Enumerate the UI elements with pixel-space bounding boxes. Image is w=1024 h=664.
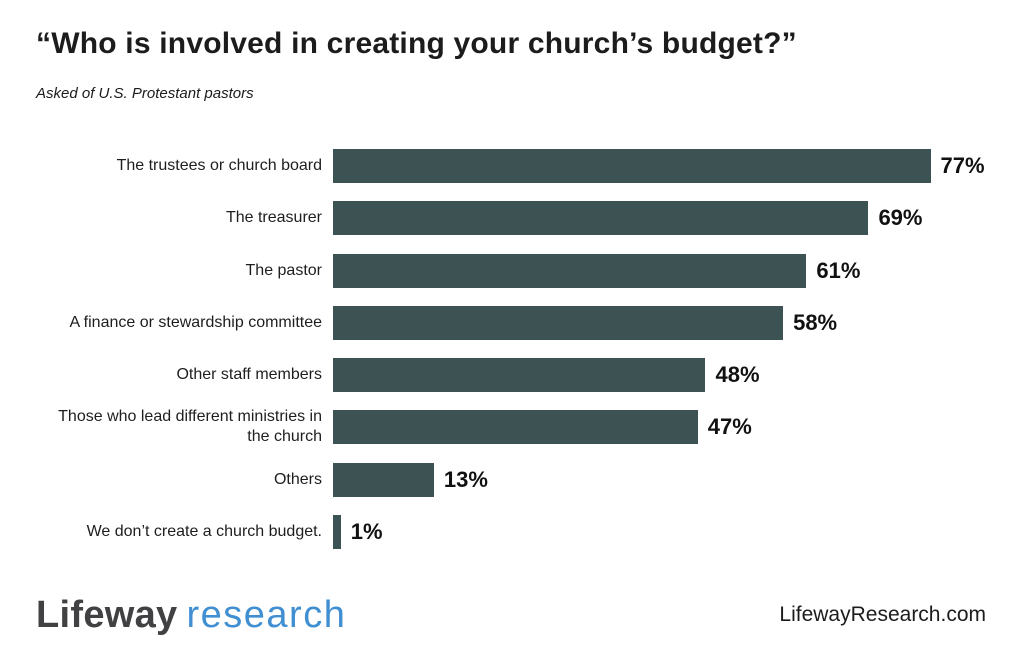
chart-header: “Who is involved in creating your church… — [0, 0, 1024, 102]
value-label: 13% — [443, 466, 488, 492]
value-label: 69% — [878, 205, 923, 231]
category-label: The treasurer — [225, 209, 322, 227]
bar-area: 48% — [333, 358, 1004, 393]
bar — [333, 410, 698, 445]
chart-row: The treasurer 69% — [36, 201, 1004, 236]
chart-title: “Who is involved in creating your church… — [36, 27, 797, 60]
bar — [333, 201, 869, 236]
chart-row: We don’t create a church budget. 1% — [36, 515, 1004, 550]
category-label: The pastor — [245, 261, 322, 279]
bar-area: 58% — [333, 305, 1004, 340]
chart-subtitle: Asked of U.S. Protestant pastors — [36, 85, 254, 102]
bar — [333, 358, 706, 393]
bar-area: 1% — [333, 515, 1004, 550]
website-url: LifewayResearch.com — [779, 603, 986, 626]
value-label: 61% — [816, 257, 861, 283]
value-label: 58% — [793, 309, 838, 335]
logo-research-text: research — [186, 594, 347, 636]
category-label: Others — [273, 470, 322, 488]
bar — [333, 253, 807, 288]
chart-row: The trustees or church board 77% — [36, 149, 1004, 183]
chart-row: A finance or stewardship committee 58% — [36, 305, 1004, 340]
footer: Lifeway research LifewayResearch.com — [36, 596, 986, 634]
bar-chart: The trustees or church board 77% The treas… — [36, 149, 1004, 550]
bar-area: 69% — [333, 201, 1004, 236]
bar — [333, 462, 434, 497]
category-label: The trustees or church board — [116, 157, 322, 174]
logo-lifeway-text: Lifeway — [36, 594, 178, 636]
bar — [333, 305, 784, 340]
category-label: A finance or stewardship committee — [69, 313, 322, 331]
chart-row: Those who lead different ministries in t… — [36, 408, 1004, 446]
chart-row: Others 13% — [36, 462, 1004, 497]
bar-area: 47% — [333, 410, 1004, 445]
bar-area: 13% — [333, 462, 1004, 497]
bar — [333, 149, 931, 183]
lifeway-research-logo: Lifeway research — [36, 596, 346, 634]
value-label: 47% — [707, 414, 752, 440]
category-label: We don’t create a church budget. — [86, 523, 322, 541]
category-label: Other staff members — [176, 366, 322, 384]
chart-row: Other staff members 48% — [36, 358, 1004, 393]
value-label: 1% — [350, 519, 383, 545]
bar-area: 61% — [333, 253, 1004, 288]
value-label: 77% — [940, 153, 985, 178]
bar-area: 77% — [333, 149, 1004, 183]
chart-row: The pastor 61% — [36, 253, 1004, 288]
category-label: Those who lead different ministries in t… — [58, 408, 322, 446]
bar — [333, 515, 341, 550]
value-label: 48% — [715, 362, 760, 388]
